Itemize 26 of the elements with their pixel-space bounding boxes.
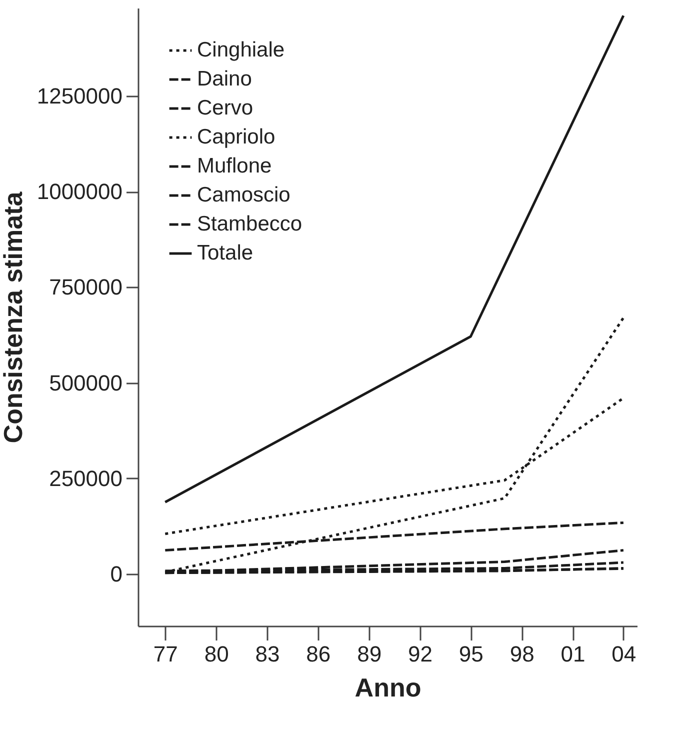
x-tick-label: 92 [408,642,432,666]
y-tick-label: 0 [110,561,122,586]
x-tick-label: 89 [357,642,382,666]
y-tick-label: 250000 [49,466,122,491]
legend-label: Capriolo [197,126,276,148]
y-tick-label: 750000 [49,274,122,300]
legend-label: Camoscio [197,184,290,206]
x-tick-label: 98 [510,642,534,666]
legend-label: Cinghiale [197,38,285,62]
x-tick-label: 86 [306,642,331,666]
legend-label: Cervo [197,96,254,120]
x-tick-label: 83 [255,642,280,666]
y-axis-title: Consistenza stimata [0,191,28,444]
y-tick-label: 500000 [49,370,122,396]
x-tick-label: 01 [560,642,586,666]
y-tick-label: 1000000 [36,179,122,204]
x-axis-title: Anno [354,672,422,702]
legend-label: Totale [197,242,254,264]
x-tick-label: 95 [458,642,484,666]
x-tick-label: 77 [153,642,178,666]
legend-label: Muflone [197,154,272,178]
legend-label: Stambecco [197,212,302,236]
legend-label: Daino [197,68,252,90]
x-tick-label: 80 [204,642,229,666]
y-tick-label: 1250000 [36,83,122,108]
x-tick-label: 04 [612,642,636,666]
